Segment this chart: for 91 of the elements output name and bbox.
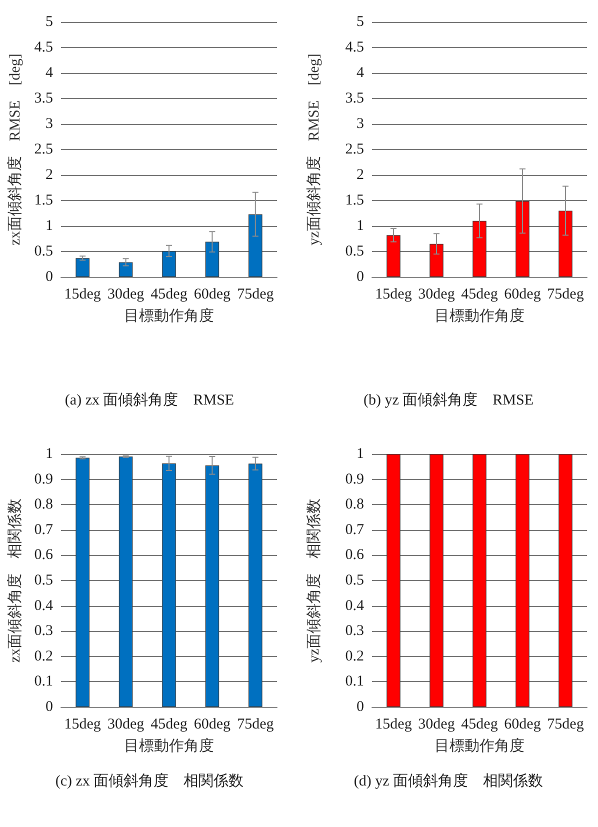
y-tick-label: 0.1 [34, 674, 53, 690]
y-tick-label: 0.5 [345, 572, 364, 588]
y-tick-label: 1 [46, 218, 53, 234]
y-tick-label: 0.3 [345, 623, 364, 640]
y-tick-label: 2.5 [345, 142, 364, 158]
y-tick-label: 0.3 [34, 623, 53, 640]
x-tick-label: 30deg [107, 716, 145, 732]
y-tick-label: 0.2 [34, 648, 53, 664]
bar [430, 244, 444, 277]
x-axis-title: 目標動作角度 [124, 738, 214, 754]
y-tick-label: 0.5 [34, 244, 53, 260]
y-tick-label: 0.8 [345, 496, 364, 513]
y-tick-label: 1 [356, 218, 364, 234]
y-tick-label: 1 [356, 446, 364, 462]
y-tick-label: 5 [46, 14, 53, 30]
x-axis-title: 目標動作角度 [434, 738, 524, 754]
y-tick-label: 0.5 [345, 244, 364, 260]
y-tick-label: 0.7 [34, 522, 54, 538]
bar [118, 456, 133, 707]
x-tick-label: 30deg [107, 286, 145, 302]
y-tick-label: 0.1 [345, 674, 364, 690]
y-tick-label: 2 [356, 167, 364, 183]
y-tick-label: 4 [46, 65, 54, 81]
y-tick-label: 1 [46, 446, 53, 462]
y-tick-label: 0.4 [34, 598, 54, 614]
x-tick-label: 75deg [237, 716, 274, 732]
bar [162, 250, 176, 277]
x-tick-label: 30deg [418, 286, 456, 302]
bar [76, 458, 90, 707]
bar [76, 258, 90, 277]
x-tick-label: 60deg [194, 286, 232, 302]
y-tick-label: 0.6 [345, 547, 364, 564]
x-tick-label: 15deg [375, 716, 412, 732]
y-tick-label: 0.7 [345, 522, 364, 538]
y-tick-label: 3.5 [34, 90, 53, 106]
y-tick-label: 5 [356, 14, 364, 30]
bar [118, 262, 133, 277]
y-tick-label: 3.5 [345, 90, 364, 106]
y-tick-label: 0 [46, 269, 53, 285]
y-tick-label: 0 [46, 699, 53, 715]
y-tick-label: 2.5 [34, 142, 53, 158]
y-tick-label: 0 [356, 699, 364, 715]
y-tick-label: 3 [356, 116, 364, 132]
y-tick-label: 0.2 [345, 648, 364, 664]
x-tick-label: 75deg [547, 286, 584, 302]
y-axis-title: yz面傾斜角度 RMSE [deg] [306, 54, 322, 246]
x-axis-title: 目標動作角度 [124, 308, 214, 324]
x-tick-label: 15deg [375, 286, 412, 302]
bar [248, 214, 262, 277]
text: (a) zx 面傾斜角度 RMSE [64, 392, 234, 408]
bar [248, 464, 262, 707]
bar [516, 201, 530, 277]
y-tick-label: 3 [46, 116, 53, 132]
y-axis-title: zx面傾斜角度 相関係数 [6, 498, 24, 663]
y-axis-title: yz面傾斜角度 相関係数 [306, 498, 322, 663]
y-axis-title: zx面傾斜角度 RMSE [deg] [6, 54, 24, 246]
text: (d) yz 面傾斜角度 相関係数 [354, 772, 544, 790]
x-tick-label: 15deg [64, 286, 102, 302]
bar [472, 220, 486, 277]
y-tick-label: 1.5 [345, 192, 364, 208]
x-tick-label: 45deg [461, 716, 498, 732]
x-tick-label: 60deg [504, 286, 542, 302]
y-tick-label: 0.6 [34, 547, 54, 564]
x-tick-label: 75deg [547, 716, 584, 732]
y-tick-label: 1.5 [34, 192, 53, 208]
y-tick-label: 0.8 [34, 496, 53, 513]
y-tick-label: 4 [356, 65, 364, 81]
x-tick-label: 45deg [150, 286, 188, 302]
x-axis-title: 目標動作角度 [434, 308, 524, 324]
y-tick-label: 0.4 [345, 598, 364, 614]
y-tick-label: 0.9 [345, 471, 364, 488]
text: (c) zx 面傾斜角度 相関係数 [55, 772, 244, 790]
text: (b) yz 面傾斜角度 RMSE [364, 392, 534, 408]
bar [386, 235, 400, 277]
x-tick-label: 60deg [504, 716, 542, 732]
x-tick-label: 45deg [150, 716, 188, 732]
y-tick-label: 4.5 [345, 40, 364, 56]
y-tick-label: 2 [46, 167, 53, 183]
y-tick-label: 0 [356, 269, 364, 285]
bar [558, 210, 572, 277]
x-tick-label: 45deg [461, 286, 498, 302]
x-tick-label: 15deg [64, 716, 102, 732]
y-tick-label: 0.5 [34, 572, 53, 588]
bar [162, 463, 176, 707]
y-tick-label: 4.5 [34, 40, 53, 56]
y-tick-label: 0.9 [34, 471, 53, 488]
x-tick-label: 60deg [194, 716, 232, 732]
bar [205, 465, 220, 707]
x-tick-label: 30deg [418, 716, 456, 732]
bar [205, 242, 220, 277]
x-tick-label: 75deg [237, 286, 274, 302]
